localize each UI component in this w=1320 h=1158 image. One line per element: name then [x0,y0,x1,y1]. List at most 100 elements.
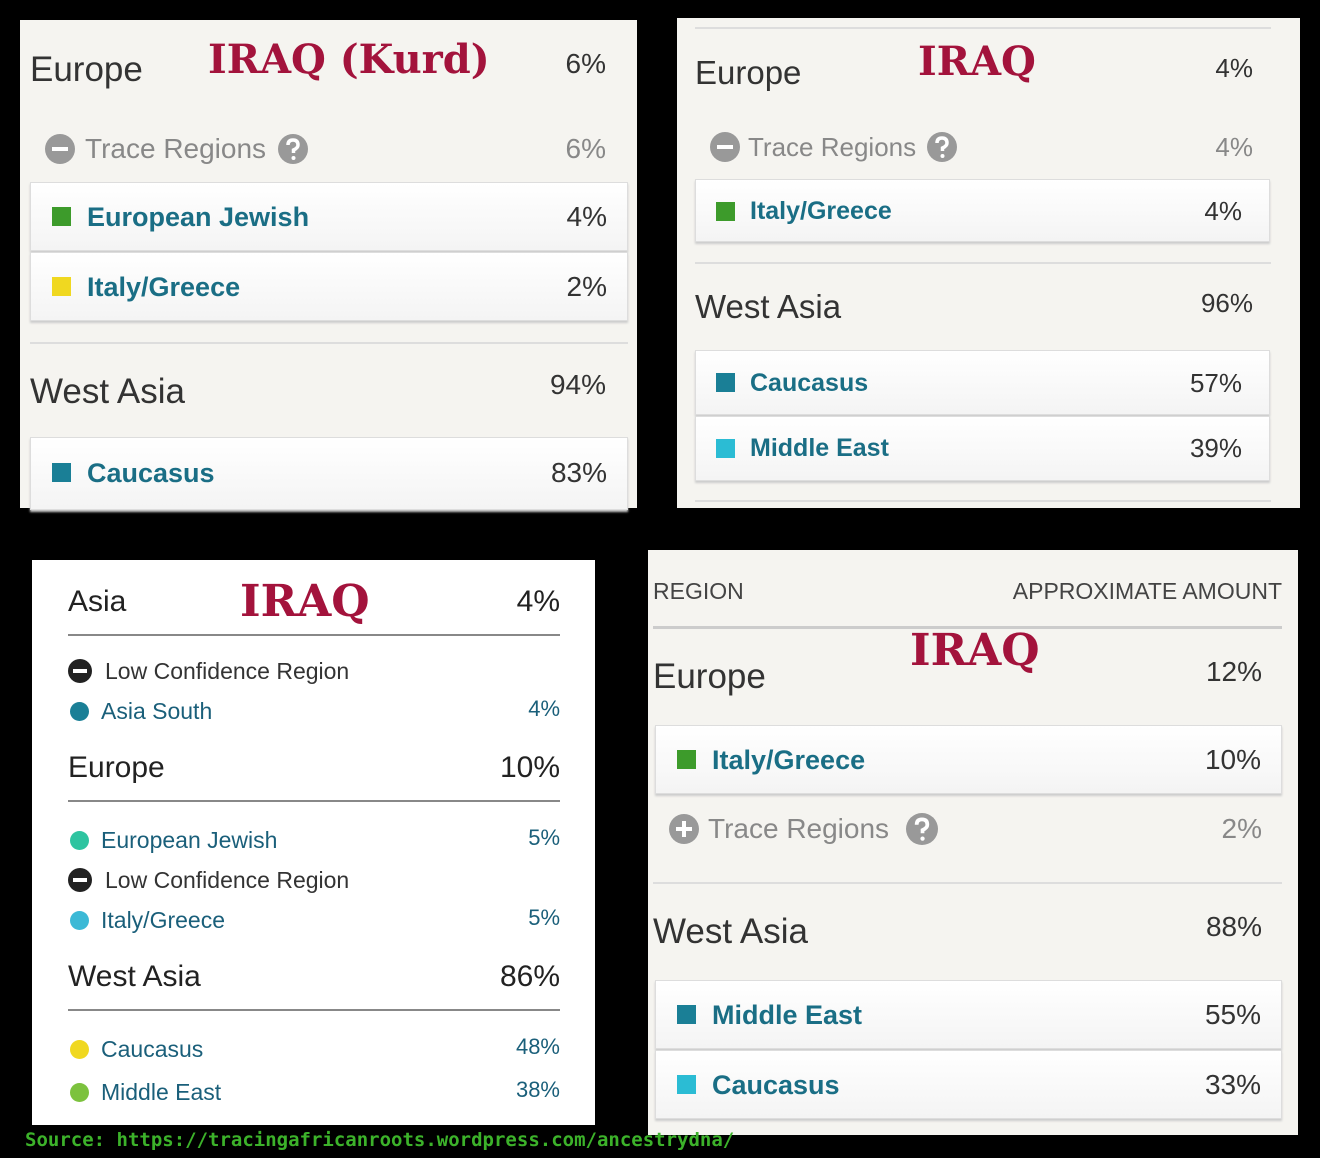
section-amount: 96% [1200,288,1253,318]
panel-label: IRAQ (Kurd) [208,36,490,83]
region-row[interactable]: Middle East 39% [695,416,1270,481]
section-name: Europe [653,657,766,696]
region-name: Middle East [712,1000,863,1030]
section-name: West Asia [653,912,808,951]
help-icon[interactable] [278,134,308,164]
region-name: Caucasus [750,369,869,397]
region-name: Italy/Greece [712,745,866,775]
column-header: APPROXIMATE AMOUNT [1012,578,1282,604]
region-amount: 57% [1189,368,1242,398]
divider [68,1009,560,1011]
section-amount: 86% [499,960,560,993]
section-name: Asia [68,585,127,618]
section-amount: 4% [1215,53,1253,83]
trace-label[interactable]: Trace Regions [708,813,890,844]
region-color [52,463,71,482]
region-amount: 5% [528,825,560,850]
region-row[interactable]: Caucasus 33% [655,1050,1282,1119]
region-color [52,207,71,226]
region-amount: 10% [1204,744,1261,775]
section-amount: 6% [565,48,606,79]
trace-label[interactable]: Trace Regions [85,133,267,164]
divider [68,634,560,636]
section-name: Europe [695,54,802,91]
divider [695,500,1271,502]
region-amount: 4% [1204,196,1242,226]
trace-label[interactable]: Trace Regions [748,132,917,162]
region-color [70,831,89,850]
trace-amount: 2% [1221,813,1262,844]
low-confidence-icon [68,868,92,892]
region-amount: 5% [528,905,560,930]
section-name: West Asia [68,960,201,993]
region-row[interactable]: Italy/Greece 2% [30,252,628,321]
region-color [716,439,735,458]
region-color [716,373,735,392]
region-color [70,1040,89,1059]
low-confidence-icon [68,659,92,683]
region-color [677,750,696,769]
section-amount: 12% [1205,656,1262,687]
region-row[interactable]: Middle East 55% [655,980,1282,1049]
trace-amount: 6% [565,133,606,164]
low-confidence-label: Low Confidence Region [105,658,350,684]
section-name: Europe [68,751,165,784]
region-row[interactable]: Italy/Greece 10% [655,725,1282,794]
region-name: Middle East [101,1079,222,1105]
region-row[interactable]: Italy/Greece 4% [695,179,1270,242]
region-amount: 4% [528,696,560,721]
help-icon[interactable] [927,132,957,162]
region-name: European Jewish [87,202,310,232]
section-amount: 4% [516,585,560,618]
region-color [70,1083,89,1102]
region-color [677,1075,696,1094]
expand-icon[interactable] [669,814,699,844]
divider [68,800,560,802]
region-amount: 38% [515,1077,560,1102]
panel: Europe IRAQ (Kurd) 6% Trace Regions 6% E… [20,20,637,510]
region-name: Caucasus [101,1036,204,1062]
region-name: Italy/Greece [101,907,225,933]
panel-label: IRAQ [240,576,370,627]
section-name: Europe [30,50,143,89]
section-name: West Asia [30,372,185,411]
panel: Asia IRAQ 4% Low Confidence Region Asia … [32,560,595,1125]
divider [30,342,628,344]
region-amount: 39% [1189,433,1242,463]
panel: Europe IRAQ 4% Trace Regions 4% Italy/Gr… [677,18,1300,508]
region-name: Asia South [101,698,213,724]
panel-label: IRAQ [918,38,1036,85]
trace-amount: 4% [1215,132,1253,162]
low-confidence-label: Low Confidence Region [105,867,350,893]
section-amount: 94% [549,369,606,400]
region-name: Italy/Greece [87,272,241,302]
region-amount: 83% [550,457,607,488]
section-amount: 88% [1205,911,1262,942]
help-icon[interactable] [906,813,938,845]
region-row[interactable]: Caucasus 83% [30,437,628,510]
region-color [52,277,71,296]
region-color [70,702,89,721]
divider [653,882,1282,884]
region-amount: 33% [1204,1069,1261,1100]
region-amount: 48% [515,1034,560,1059]
section-amount: 10% [499,751,560,784]
panel-label: IRAQ [910,625,1040,676]
divider [653,626,1282,629]
collapse-icon[interactable] [710,132,740,162]
region-name: Caucasus [712,1070,840,1100]
section-name: West Asia [695,288,842,325]
region-color [677,1005,696,1024]
region-row[interactable]: European Jewish 4% [30,182,628,251]
region-amount: 2% [566,271,607,302]
source-caption: Source: https://tracingafricanroots.word… [25,1129,735,1151]
region-name: Italy/Greece [750,197,892,225]
region-row[interactable]: Caucasus 57% [695,350,1270,415]
region-amount: 55% [1204,999,1261,1030]
region-name: Caucasus [87,458,215,488]
region-name: European Jewish [101,827,278,853]
collapse-icon[interactable] [45,134,75,164]
region-color [70,911,89,930]
divider [695,27,1271,29]
column-header: REGION [653,578,744,604]
